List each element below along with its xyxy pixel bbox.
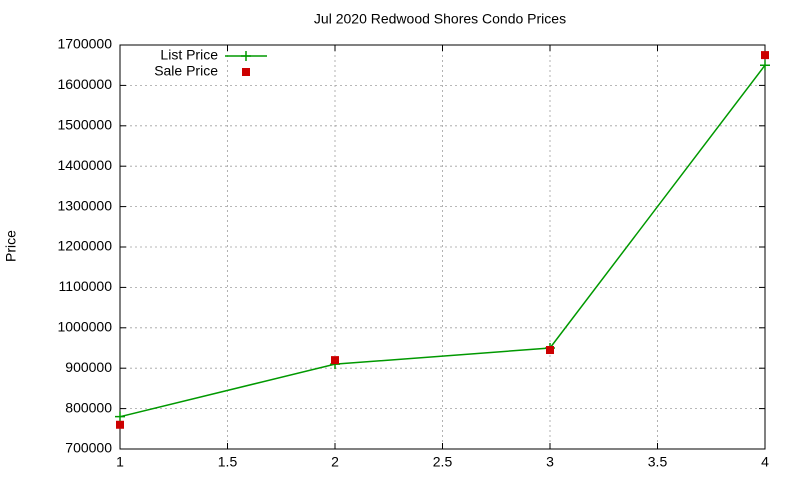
x-tick-label: 2.5 — [433, 454, 453, 470]
marker — [761, 51, 769, 60]
marker — [546, 346, 554, 355]
marker — [331, 356, 339, 365]
y-axis-label: Price — [3, 230, 19, 262]
y-tick-label: 1500000 — [57, 117, 112, 133]
marker — [760, 60, 770, 71]
y-tick-label: 1700000 — [57, 36, 112, 52]
legend-label: Sale Price — [154, 63, 218, 79]
legend-label: List Price — [160, 47, 218, 63]
x-tick-label: 1.5 — [218, 454, 238, 470]
marker — [115, 411, 125, 422]
y-tick-label: 700000 — [65, 440, 112, 456]
legend-marker — [242, 68, 250, 76]
y-tick-label: 1300000 — [57, 197, 112, 213]
x-tick-label: 3 — [546, 454, 554, 470]
marker — [116, 420, 124, 429]
y-tick-label: 1400000 — [57, 157, 112, 173]
y-tick-label: 1100000 — [59, 278, 113, 294]
plot-border — [119, 44, 766, 450]
y-tick-label: 1600000 — [57, 76, 112, 92]
x-tick-label: 3.5 — [648, 454, 668, 470]
chart-title: Jul 2020 Redwood Shores Condo Prices — [314, 11, 566, 27]
x-tick-label: 1 — [116, 454, 124, 470]
x-tick-label: 4 — [761, 454, 769, 470]
y-tick-label: 800000 — [65, 399, 112, 415]
y-tick-label: 1200000 — [57, 238, 112, 254]
legend-marker — [241, 51, 251, 61]
y-tick-label: 1000000 — [57, 319, 112, 335]
x-tick-label: 2 — [331, 454, 339, 470]
series-line — [119, 64, 766, 418]
y-tick-label: 900000 — [65, 359, 112, 375]
